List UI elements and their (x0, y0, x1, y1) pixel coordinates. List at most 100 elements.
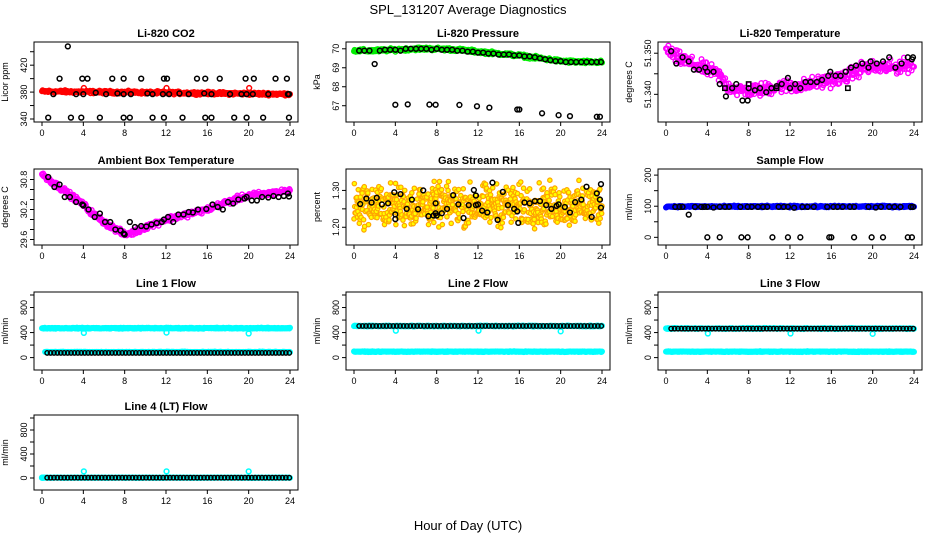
data-point (578, 196, 585, 203)
y-tick-label: 67 (331, 101, 341, 111)
data-point (828, 234, 835, 241)
data-point (67, 114, 75, 121)
data-point (531, 216, 538, 223)
y-tick-label: 340 (19, 111, 29, 126)
data-point (131, 223, 139, 231)
data-point (173, 350, 180, 356)
data-point (208, 114, 215, 121)
data-point (685, 211, 692, 218)
data-point (368, 199, 375, 206)
data-point (597, 58, 605, 66)
data-point (425, 221, 432, 228)
data-point (216, 75, 223, 82)
data-point (96, 114, 104, 121)
data-point (716, 80, 723, 88)
data-point (517, 179, 524, 185)
data-point (221, 350, 228, 356)
data-point (891, 203, 898, 210)
x-tick-label: 20 (556, 376, 566, 386)
x-tick-label: 0 (663, 128, 668, 138)
data-point (543, 202, 550, 209)
data-point (252, 350, 259, 356)
data-point (431, 178, 437, 185)
data-point (786, 85, 794, 92)
data-point (571, 199, 579, 206)
data-point (74, 350, 81, 356)
data-point (207, 350, 214, 356)
data-point (879, 58, 887, 65)
x-tick-label: 0 (39, 376, 44, 386)
y-axis-label: degrees C (624, 61, 634, 103)
data-point (748, 203, 755, 210)
data-point (164, 213, 172, 221)
data-point (194, 350, 201, 356)
data-point (411, 185, 418, 192)
data-point (202, 75, 209, 82)
y-tick-label: 200 (643, 168, 653, 183)
data-point (78, 350, 85, 356)
data-point (365, 190, 371, 196)
data-point (259, 350, 265, 356)
data-point (114, 90, 121, 97)
data-point (163, 329, 170, 336)
data-point (710, 204, 717, 211)
data-point (242, 350, 248, 356)
data-point (259, 114, 267, 121)
data-point (56, 75, 63, 82)
x-tick-label: 12 (161, 251, 171, 261)
data-point (398, 184, 404, 191)
data-point (243, 90, 250, 98)
data-point (129, 350, 136, 356)
data-point (597, 204, 605, 211)
data-point (526, 200, 533, 207)
data-point (136, 350, 143, 356)
series-averages (668, 48, 917, 104)
data-point (275, 193, 282, 201)
data-point (235, 196, 242, 203)
data-point (465, 220, 472, 226)
data-point (80, 329, 87, 337)
data-point (826, 234, 833, 241)
data-point (704, 203, 711, 210)
data-point (190, 350, 197, 356)
data-point (153, 350, 160, 356)
data-point (202, 114, 209, 121)
x-tick-label: 0 (351, 251, 356, 261)
x-tick-label: 24 (597, 376, 607, 386)
data-point (790, 204, 798, 211)
data-point (45, 173, 52, 181)
data-point (139, 350, 146, 356)
data-point (359, 190, 365, 196)
data-point (697, 203, 705, 210)
data-point (231, 350, 238, 356)
x-tick-label: 20 (244, 128, 254, 138)
y-axis-label: Licor ppm (0, 62, 10, 102)
data-point (804, 203, 811, 210)
x-tick-label: 8 (122, 376, 127, 386)
data-point (115, 350, 122, 356)
plot-area (39, 43, 294, 121)
data-point (250, 75, 257, 82)
x-tick-label: 8 (746, 128, 751, 138)
data-point (744, 234, 751, 241)
data-point (844, 85, 851, 92)
y-tick-label: 29.6 (19, 231, 29, 249)
x-tick-label: 12 (473, 376, 483, 386)
data-point (773, 85, 780, 92)
x-tick-label: 20 (244, 251, 254, 261)
y-tick-label: 400 (19, 325, 29, 340)
data-point (287, 324, 294, 331)
data-point (764, 203, 771, 210)
x-tick-label: 24 (597, 251, 607, 261)
data-point (763, 89, 770, 96)
data-point (51, 183, 58, 191)
data-point (61, 193, 68, 201)
x-tick-label: 8 (746, 251, 751, 261)
data-point (716, 234, 723, 241)
data-point (85, 206, 92, 213)
x-tick-label: 24 (285, 376, 295, 386)
data-point (792, 80, 799, 88)
data-point (413, 215, 419, 222)
data-point (143, 223, 150, 230)
